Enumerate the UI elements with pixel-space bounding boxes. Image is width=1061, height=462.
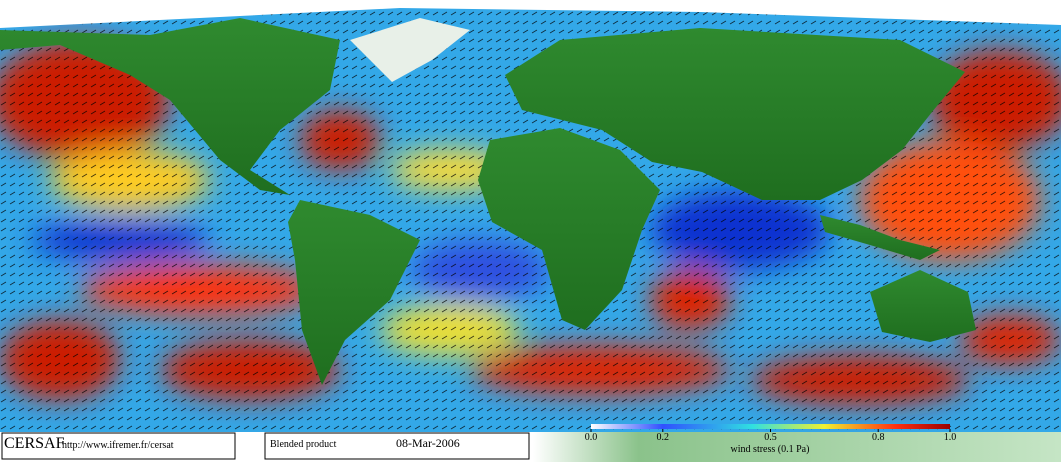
land-legend xyxy=(533,432,1061,462)
colorbar-tick-label: 0.5 xyxy=(764,432,777,443)
colorbar-tick-label: 1.0 xyxy=(944,432,957,443)
colorbar-scale xyxy=(591,424,950,429)
product: Blended product xyxy=(270,439,337,450)
footer-box xyxy=(264,432,530,460)
colorbar: wind stress (0.1 Pa) 0.0 0.2 0.5 0.8 1.0 xyxy=(585,424,957,455)
logo: CERSAF xyxy=(4,435,65,452)
land xyxy=(0,0,1061,385)
footer: CERSAF http://www.ifremer.fr/cersat Blen… xyxy=(0,432,1061,462)
colorbar-label: wind stress (0.1 Pa) xyxy=(731,444,810,455)
url: http://www.ifremer.fr/cersat xyxy=(62,440,174,451)
footer-box xyxy=(1,432,236,460)
date: 08-Mar-2006 xyxy=(396,436,460,450)
colorbar-tick-label: 0.8 xyxy=(872,432,885,443)
colorbar-tick-label: 0.0 xyxy=(585,432,598,443)
colorbar-tick-label: 0.2 xyxy=(657,432,670,443)
